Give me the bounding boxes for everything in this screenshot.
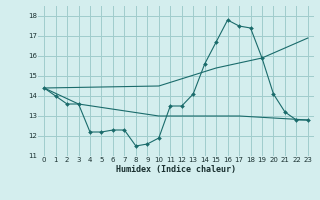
X-axis label: Humidex (Indice chaleur): Humidex (Indice chaleur) <box>116 165 236 174</box>
